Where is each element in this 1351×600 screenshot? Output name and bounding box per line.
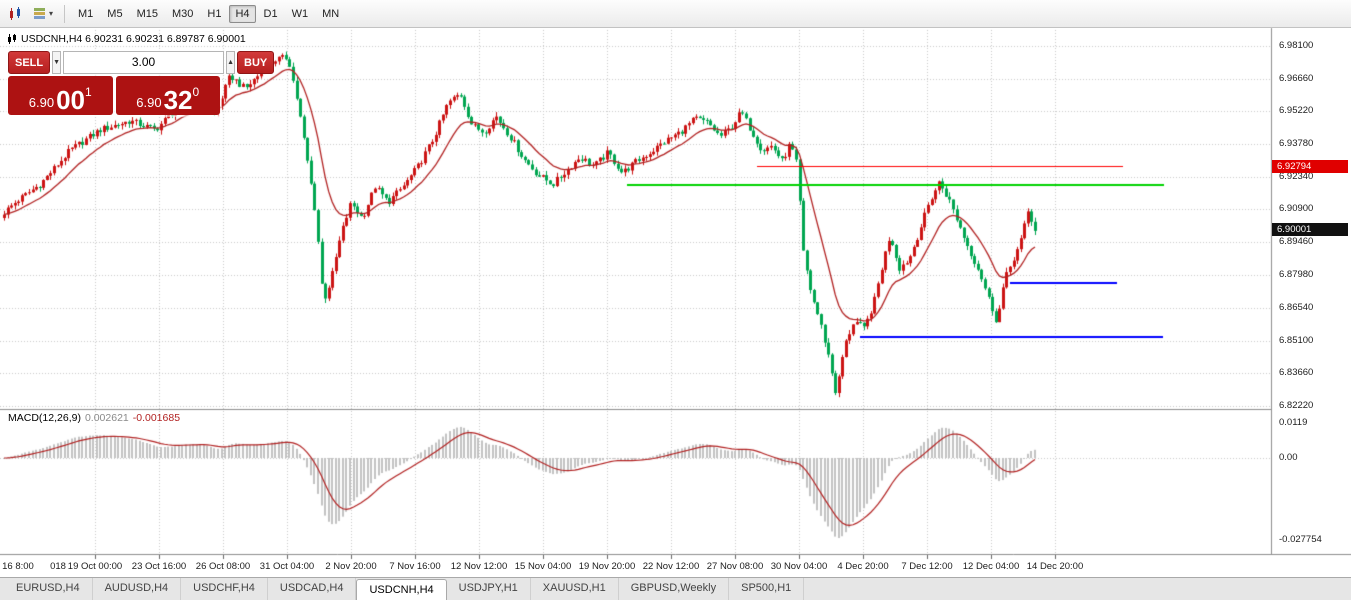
sell-price-prefix: 6.90 bbox=[28, 95, 55, 110]
chart-tabs-bar: EURUSD,H4 AUDUSD,H4 USDCHF,H4 USDCAD,H4 USDC… bbox=[0, 577, 1351, 600]
chart-tab-usdcad-h4[interactable]: USDCAD,H4 bbox=[268, 578, 357, 600]
sell-button[interactable]: SELL bbox=[8, 51, 51, 74]
price-axis-label: 6.89460 bbox=[1279, 235, 1314, 247]
candlestick-mini-icon bbox=[8, 34, 16, 44]
timeframe-d1[interactable]: D1 bbox=[258, 5, 284, 23]
buy-price-big: 32 bbox=[163, 85, 193, 116]
price-axis-label: 6.98100 bbox=[1279, 40, 1314, 51]
chart-tab-eurusd-h4[interactable]: EURUSD,H4 bbox=[4, 578, 93, 600]
time-axis-label: 2 Nov 20:00 bbox=[325, 561, 377, 572]
timeframe-w1[interactable]: W1 bbox=[286, 5, 315, 23]
timeframe-m15[interactable]: M15 bbox=[131, 5, 164, 23]
timeframe-group: M1 M5 M15 M30 H1 H4 D1 W1 MN bbox=[71, 4, 346, 23]
price-axis-label: 6.87980 bbox=[1279, 269, 1314, 281]
time-axis-label: 12 Dec 04:00 bbox=[962, 561, 1020, 572]
timeframe-mn[interactable]: MN bbox=[316, 5, 345, 23]
time-axis-label: 4 Dec 20:00 bbox=[837, 561, 889, 572]
chevron-down-icon: ▾ bbox=[49, 9, 54, 18]
price-axis-label: 6.85100 bbox=[1279, 334, 1314, 346]
timeframe-m5[interactable]: M5 bbox=[101, 5, 128, 23]
chart-tab-usdcnh-h4[interactable]: USDCNH,H4 bbox=[356, 579, 447, 600]
time-axis-label: 018 bbox=[50, 561, 66, 572]
time-axis-label: 23 Oct 16:00 bbox=[131, 561, 187, 572]
chart-tab-usdjpy-h1[interactable]: USDJPY,H1 bbox=[447, 578, 531, 600]
one-click-trading-panel: SELL ▼ ▲ BUY 6.90 00 1 6.90 32 0 bbox=[6, 49, 275, 117]
price-axis-label: 6.96660 bbox=[1279, 72, 1314, 84]
buy-button[interactable]: BUY bbox=[237, 51, 275, 74]
sell-quote-panel[interactable]: 6.90 00 1 bbox=[8, 76, 113, 115]
chart-tab-gbpusd-weekly[interactable]: GBPUSD,Weekly bbox=[619, 578, 730, 600]
chart-tab-xauusd-h1[interactable]: XAUUSD,H1 bbox=[531, 578, 619, 600]
macd-indicator-label: MACD(12,26,9) 0.002621 -0.001685 bbox=[8, 412, 180, 424]
price-tag: 6.90001 bbox=[1272, 223, 1348, 237]
candlestick-chart-icon bbox=[10, 6, 20, 20]
price-axis-label: 6.93780 bbox=[1279, 137, 1314, 149]
macd-axis-label: 0.00 bbox=[1279, 452, 1298, 463]
price-axis-label: 6.95220 bbox=[1279, 105, 1314, 117]
buy-price-prefix: 6.90 bbox=[136, 95, 162, 110]
time-axis-label: 22 Nov 12:00 bbox=[642, 561, 700, 572]
chart-tab-usdchf-h4[interactable]: USDCHF,H4 bbox=[181, 578, 268, 600]
chart-tab-audusd-h4[interactable]: AUDUSD,H4 bbox=[93, 578, 182, 600]
time-axis-label: 19 Nov 20:00 bbox=[578, 561, 636, 572]
sell-price-pipette: 1 bbox=[85, 85, 92, 99]
buy-price-pipette: 0 bbox=[192, 85, 200, 99]
timeframe-h1[interactable]: H1 bbox=[201, 5, 227, 23]
macd-axis-label: 0.0119 bbox=[1279, 417, 1308, 428]
toolbar: ▾ M1 M5 M15 M30 H1 H4 D1 W1 MN bbox=[0, 0, 1351, 28]
time-axis-label: 15 Nov 04:00 bbox=[514, 561, 572, 572]
time-axis-label: 30 Nov 04:00 bbox=[770, 561, 828, 572]
price-axis-label: 6.90900 bbox=[1279, 203, 1314, 215]
macd-axis-label: -0.027754 bbox=[1279, 533, 1322, 545]
trade-controls-row: SELL ▼ ▲ BUY bbox=[8, 51, 275, 74]
price-tag: 6.92794 bbox=[1272, 159, 1348, 173]
macd-signal-value: -0.001685 bbox=[132, 412, 181, 424]
time-axis-label: 7 Nov 16:00 bbox=[389, 561, 441, 572]
quote-row: 6.90 00 1 6.90 32 0 bbox=[8, 76, 220, 115]
chart-symbol-label: USDCNH,H4 6.90231 6.90231 6.89787 6.9000… bbox=[8, 33, 246, 45]
sell-price-big: 00 bbox=[56, 85, 86, 116]
time-axis-label: 26 Oct 08:00 bbox=[195, 561, 251, 572]
buy-quote-panel[interactable]: 6.90 32 0 bbox=[115, 76, 220, 116]
volume-decrease-button[interactable]: ▼ bbox=[52, 51, 62, 74]
volume-increase-button[interactable]: ▲ bbox=[226, 51, 235, 74]
macd-main-value: 0.002621 bbox=[84, 412, 129, 424]
time-axis-label: 19 Oct 00:00 bbox=[67, 561, 123, 572]
time-axis-label: 12 Nov 12:00 bbox=[450, 561, 508, 572]
layers-icon bbox=[34, 8, 45, 19]
price-axis-label: 6.86540 bbox=[1279, 302, 1314, 314]
time-axis-label: 16 8:00 bbox=[2, 561, 34, 572]
toolbar-separator bbox=[64, 4, 66, 23]
templates-icon[interactable]: ▾ bbox=[29, 3, 57, 25]
price-axis-label: 6.83660 bbox=[1279, 367, 1314, 379]
time-axis-label: 14 Dec 20:00 bbox=[1026, 561, 1084, 572]
price-axis-label: 6.82220 bbox=[1279, 400, 1314, 411]
time-axis-label: 27 Nov 08:00 bbox=[706, 561, 764, 572]
time-axis-label: 7 Dec 12:00 bbox=[901, 561, 953, 572]
timeframe-m30[interactable]: M30 bbox=[166, 5, 199, 23]
timeframe-m1[interactable]: M1 bbox=[72, 5, 99, 23]
time-axis-label: 31 Oct 04:00 bbox=[259, 561, 315, 572]
chart-type-icon[interactable] bbox=[4, 3, 28, 25]
price-axis-label: 6.92340 bbox=[1279, 170, 1314, 182]
timeframe-h4[interactable]: H4 bbox=[229, 4, 256, 23]
symbol-ohlc-text: USDCNH,H4 6.90231 6.90231 6.89787 6.9000… bbox=[21, 33, 246, 45]
chart-tab-sp500-h1[interactable]: SP500,H1 bbox=[729, 578, 805, 600]
macd-name: MACD(12,26,9) bbox=[8, 412, 81, 424]
volume-input[interactable] bbox=[63, 51, 225, 74]
